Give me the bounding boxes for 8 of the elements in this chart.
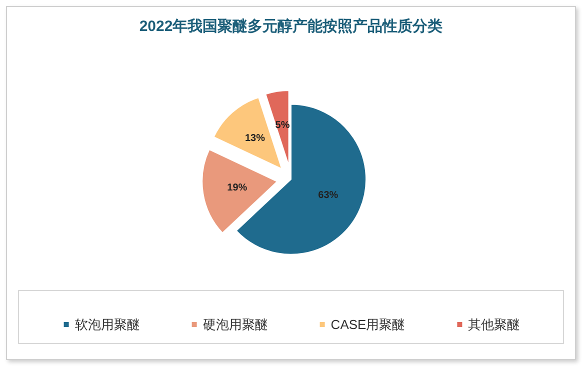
- data-label: 63%: [318, 190, 338, 201]
- chart-title: 2022年我国聚醚多元醇产能按照产品性质分类: [139, 18, 443, 35]
- legend-label: CASE用聚醚: [330, 317, 406, 332]
- legend-label: 其他聚醚: [468, 317, 520, 332]
- data-label: 13%: [244, 132, 266, 144]
- legend-label: 软泡用聚醚: [74, 317, 140, 332]
- legend-label: 硬泡用聚醚: [202, 317, 268, 332]
- data-label: 19%: [227, 182, 248, 194]
